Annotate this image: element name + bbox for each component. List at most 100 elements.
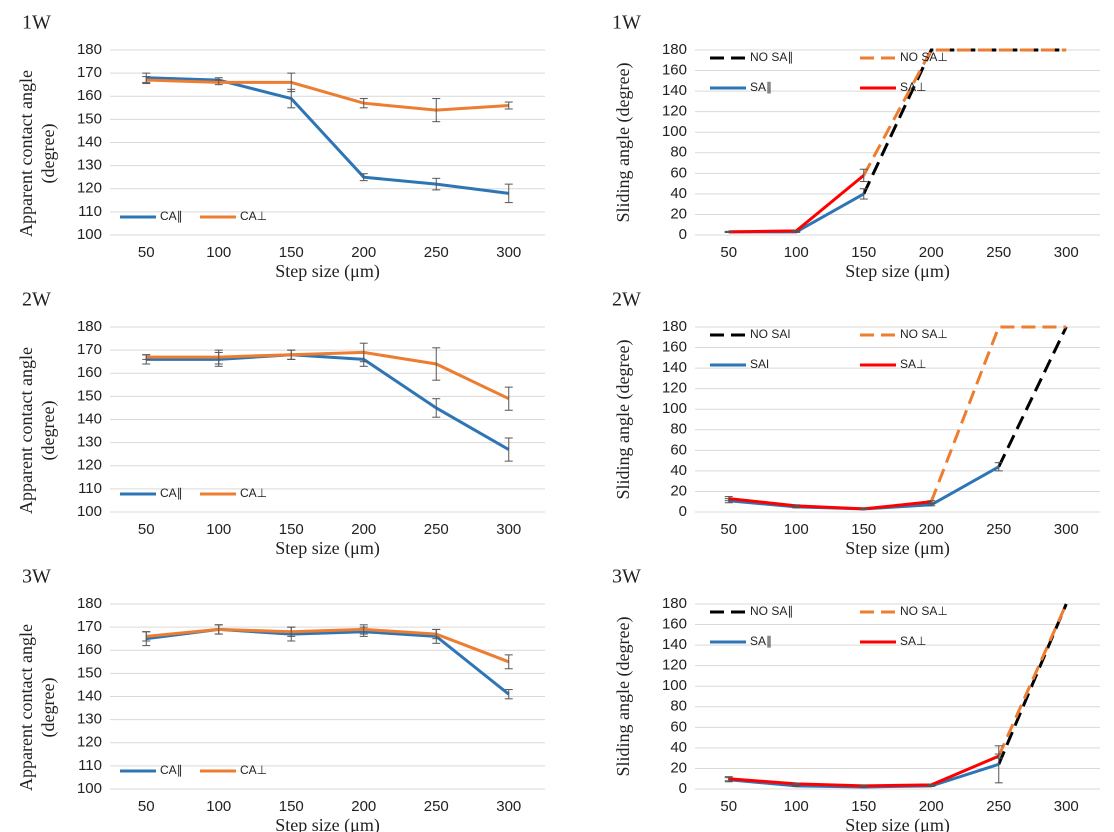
- y-tick-label: 110: [78, 757, 102, 774]
- x-tick-label: 300: [496, 798, 521, 815]
- y-tick-label: 100: [77, 503, 102, 520]
- x-tick-label: 150: [279, 244, 304, 261]
- y-tick-label: 0: [679, 226, 687, 243]
- y-tick-label: 160: [662, 62, 687, 79]
- figure: 1WApparent contact angle(degree)Step siz…: [0, 0, 1114, 832]
- x-tick-label: 200: [919, 521, 944, 538]
- panel-title: 2W: [612, 289, 641, 311]
- y-tick-label: 170: [77, 618, 102, 635]
- x-tick-label: 100: [206, 798, 231, 815]
- legend-label: SA⊥: [900, 634, 926, 648]
- x-tick-label: 150: [851, 521, 876, 538]
- y-axis-label: Sliding angle (degree): [613, 63, 634, 223]
- y-axis-label: Sliding angle (degree): [613, 617, 634, 777]
- y-tick-label: 100: [77, 226, 102, 243]
- y-tick-label: 160: [77, 87, 102, 104]
- x-axis-label: Step size (μm): [275, 261, 380, 282]
- y-tick-label: 60: [670, 718, 687, 735]
- x-tick-label: 250: [986, 244, 1011, 261]
- x-tick-label: 150: [279, 521, 304, 538]
- y-tick-label: 160: [77, 641, 102, 658]
- panel-title: 3W: [22, 566, 51, 588]
- y-tick-label: 180: [662, 595, 687, 612]
- legend-label: SA⊥: [900, 357, 926, 371]
- y-tick-label: 160: [77, 364, 102, 381]
- y-axis-label: Apparent contact angle: [16, 624, 36, 791]
- y-axis-label: Apparent contact angle: [16, 347, 36, 514]
- x-tick-label: 100: [206, 521, 231, 538]
- legend-label: SA∥: [750, 634, 772, 648]
- legend-label: CA∥: [160, 209, 183, 223]
- y-tick-label: 0: [679, 503, 687, 520]
- series-line: [864, 50, 1067, 194]
- y-tick-label: 120: [662, 380, 687, 397]
- legend-label: NO SA⊥: [900, 327, 948, 341]
- y-tick-label: 170: [77, 64, 102, 81]
- y-tick-label: 20: [670, 205, 687, 222]
- x-tick-label: 50: [720, 798, 737, 815]
- y-tick-label: 130: [77, 434, 102, 451]
- x-tick-label: 250: [424, 244, 449, 261]
- y-tick-label: 20: [670, 759, 687, 776]
- y-tick-label: 80: [670, 698, 687, 715]
- legend-label: CA⊥: [240, 763, 267, 777]
- panel-title: 1W: [22, 12, 51, 34]
- series-line: [146, 629, 509, 694]
- x-axis-label: Step size (μm): [275, 538, 380, 559]
- series-line: [146, 78, 509, 194]
- y-tick-label: 100: [662, 123, 687, 140]
- series-line: [146, 355, 509, 450]
- legend-label: CA⊥: [240, 209, 267, 223]
- legend-label: SAǀ: [750, 357, 769, 371]
- y-tick-label: 140: [662, 82, 687, 99]
- x-tick-label: 300: [1054, 521, 1079, 538]
- x-tick-label: 250: [986, 521, 1011, 538]
- x-tick-label: 100: [784, 244, 809, 261]
- y-tick-label: 100: [77, 780, 102, 797]
- y-tick-label: 100: [662, 677, 687, 694]
- y-tick-label: 180: [662, 41, 687, 58]
- y-tick-label: 140: [77, 133, 102, 150]
- y-tick-label: 110: [78, 203, 102, 220]
- x-tick-label: 200: [919, 244, 944, 261]
- x-tick-label: 200: [919, 798, 944, 815]
- series-line: [729, 764, 999, 787]
- y-tick-label: 150: [77, 387, 102, 404]
- legend-label: CA∥: [160, 486, 183, 500]
- legend-label: NO SA⊥: [900, 50, 948, 64]
- x-tick-label: 50: [138, 521, 155, 538]
- legend-label: NO SAǀ: [750, 327, 790, 341]
- y-tick-label: 180: [662, 318, 687, 335]
- y-axis-label: Apparent contact angle: [16, 70, 36, 237]
- y-tick-label: 150: [77, 664, 102, 681]
- y-tick-label: 0: [679, 780, 687, 797]
- y-tick-label: 120: [77, 734, 102, 751]
- y-axis-label: (degree): [38, 401, 59, 461]
- series-line: [729, 194, 864, 232]
- x-tick-label: 200: [351, 521, 376, 538]
- y-axis-label: Sliding angle (degree): [613, 340, 634, 500]
- x-axis-label: Step size (μm): [845, 261, 950, 282]
- x-tick-label: 300: [496, 244, 521, 261]
- series-line: [931, 327, 1066, 502]
- series-line: [864, 50, 1067, 175]
- y-tick-label: 150: [77, 110, 102, 127]
- x-tick-label: 150: [851, 798, 876, 815]
- y-axis-label: (degree): [38, 678, 59, 738]
- x-tick-label: 50: [720, 521, 737, 538]
- panel-title: 3W: [612, 566, 641, 588]
- panel-title: 1W: [612, 12, 641, 34]
- x-tick-label: 100: [206, 244, 231, 261]
- x-tick-label: 150: [279, 798, 304, 815]
- y-tick-label: 120: [77, 457, 102, 474]
- y-tick-label: 130: [77, 157, 102, 174]
- x-tick-label: 250: [986, 798, 1011, 815]
- x-axis-label: Step size (μm): [845, 815, 950, 832]
- y-tick-label: 180: [77, 318, 102, 335]
- x-tick-label: 250: [424, 798, 449, 815]
- y-tick-label: 130: [77, 711, 102, 728]
- legend-label: CA∥: [160, 763, 183, 777]
- y-tick-label: 110: [78, 480, 102, 497]
- series-line: [729, 756, 999, 786]
- y-tick-label: 60: [670, 164, 687, 181]
